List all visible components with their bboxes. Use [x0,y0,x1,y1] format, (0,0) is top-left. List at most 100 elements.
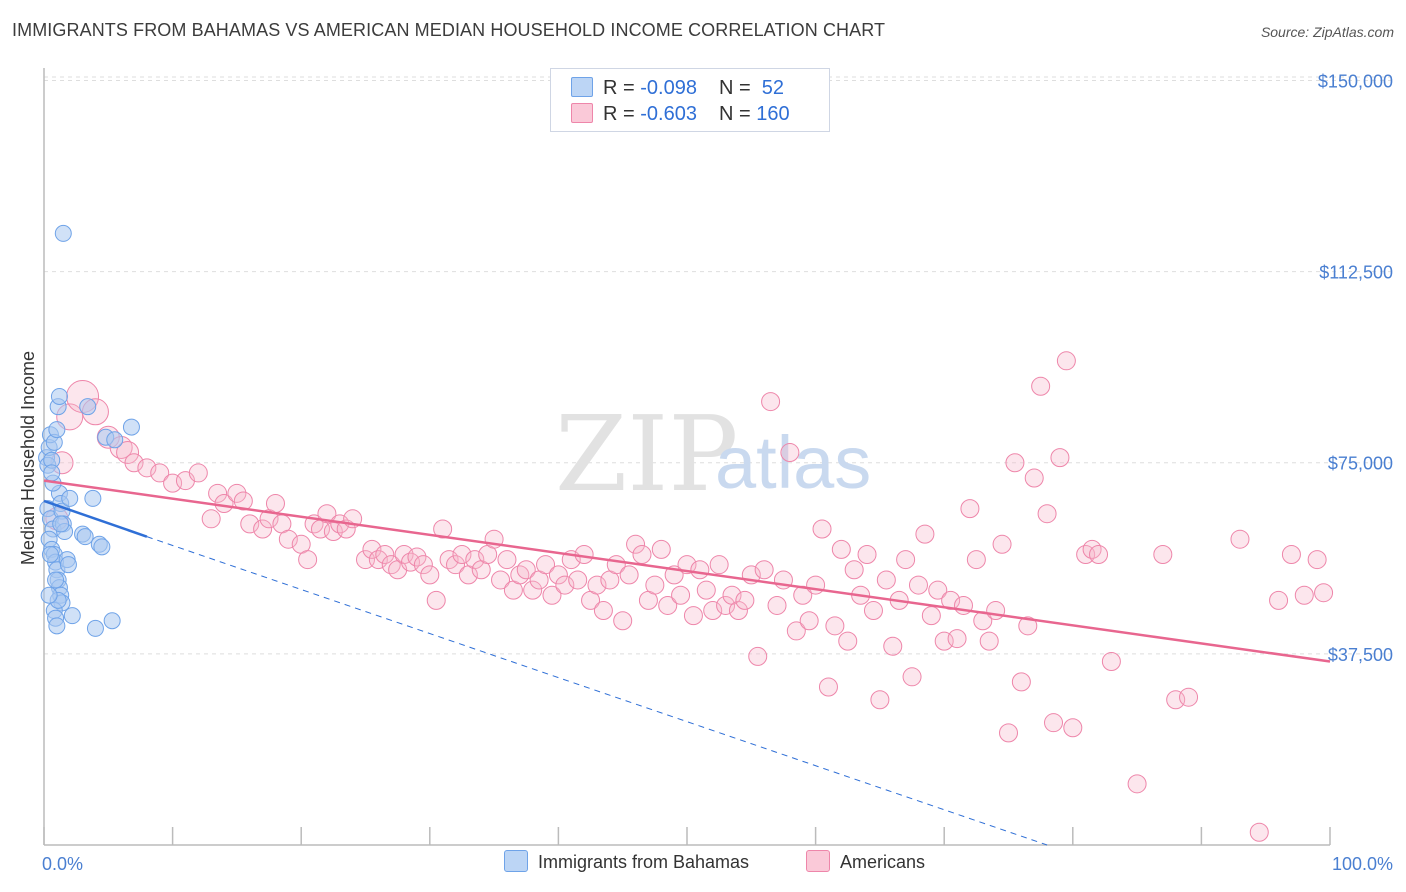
americans-point [1063,718,1083,738]
americans-point [780,443,800,463]
americans-point [645,575,665,595]
bahamas-point [48,421,66,439]
legend-row-bahamas: R = -0.098 N = 52 [571,77,784,101]
americans-point [992,534,1012,554]
americans-point [767,595,787,615]
americans-point [1281,544,1301,564]
legend-swatch-bahamas [504,850,528,872]
americans-point [188,463,208,483]
bahamas-point [47,571,65,589]
x-tick-label: 100.0% [1332,854,1393,874]
y-tick-labels: $150,000 $112,500 $75,000 $37,500 [1318,71,1393,664]
americans-point [703,601,723,621]
americans-point [278,529,298,549]
americans-point [613,611,633,631]
americans-point [902,667,922,687]
americans-point [619,565,639,585]
americans-point [1314,583,1334,603]
americans-point [748,646,768,666]
americans-point [857,544,877,564]
bahamas-point [48,617,66,635]
americans-point [947,629,967,649]
americans-point [433,519,453,539]
americans-point [227,483,247,503]
americans-point [116,441,140,465]
americans-point [298,550,318,570]
americans-point [754,560,774,580]
bahamas-point [40,586,58,604]
americans-point [1127,774,1147,794]
americans-point [491,570,511,590]
americans-point [1089,544,1109,564]
americans-point [368,550,388,570]
americans-point [1011,672,1031,692]
americans-point [265,494,285,514]
americans-point [632,544,652,564]
americans-point [1037,504,1057,524]
americans-point [1056,351,1076,371]
americans-point [452,544,472,564]
americans-point [831,539,851,559]
legend-item-americans[interactable]: Americans [806,850,925,878]
americans-point [446,555,466,575]
y-axis-title: Median Household Income [18,351,38,565]
legend-swatch-americans [806,850,830,872]
americans-point [735,590,755,610]
americans-point [870,690,890,710]
bahamas-point [76,528,94,546]
bahamas-point [103,612,121,630]
chart-title: IMMIGRANTS FROM BAHAMAS VS AMERICAN MEDI… [12,20,886,40]
americans-point [658,595,678,615]
watermark-atlas: atlas [715,421,871,504]
americans-point [690,560,710,580]
legend-swatch-bahamas [571,77,593,97]
americans-point [915,524,935,544]
americans-point [407,547,427,567]
americans-point [1249,822,1269,842]
axes [43,68,1331,846]
americans-point [812,519,832,539]
bahamas-point [50,387,68,405]
bahamas-point [43,464,61,482]
americans-point [375,544,395,564]
americans-point [1101,652,1121,672]
r-value-americans: -0.603 [640,103,697,125]
americans-point [999,723,1018,743]
americans-point [1005,453,1025,473]
r-label: R = [603,103,641,125]
legend-row-americans: R = -0.603 N = 160 [571,103,790,127]
bahamas-point [79,398,97,416]
americans-point [728,601,748,621]
americans-point [510,565,530,585]
americans-point [986,601,1006,621]
y-tick-label: $112,500 [1319,263,1393,283]
n-value-bahamas: 52 [756,77,785,99]
x-tick-label: 0.0% [42,854,83,874]
bahamas-points [38,224,140,637]
bahamas-trend-extension [146,536,1048,846]
americans-point [548,565,568,585]
americans-point [208,483,228,503]
americans-point [696,580,716,600]
americans-point [465,550,485,570]
bahamas-point [122,418,140,436]
americans-point [317,504,337,524]
americans-point [381,555,401,575]
bahamas-point [59,556,77,574]
americans-point [716,595,736,615]
americans-point [960,499,980,519]
americans-point [863,601,883,621]
y-tick-label: $37,500 [1328,645,1393,665]
source-label: Source: ZipAtlas.com [1260,24,1394,40]
americans-point [426,590,446,610]
americans-point [709,555,729,575]
americans-point [806,575,826,595]
bahamas-point [93,538,111,556]
legend-item-bahamas[interactable]: Immigrants from Bahamas [504,850,749,878]
americans-point [799,611,819,631]
americans-point [201,509,221,529]
americans-point [536,555,556,575]
bahamas-point [84,489,102,507]
americans-point [1082,539,1102,559]
